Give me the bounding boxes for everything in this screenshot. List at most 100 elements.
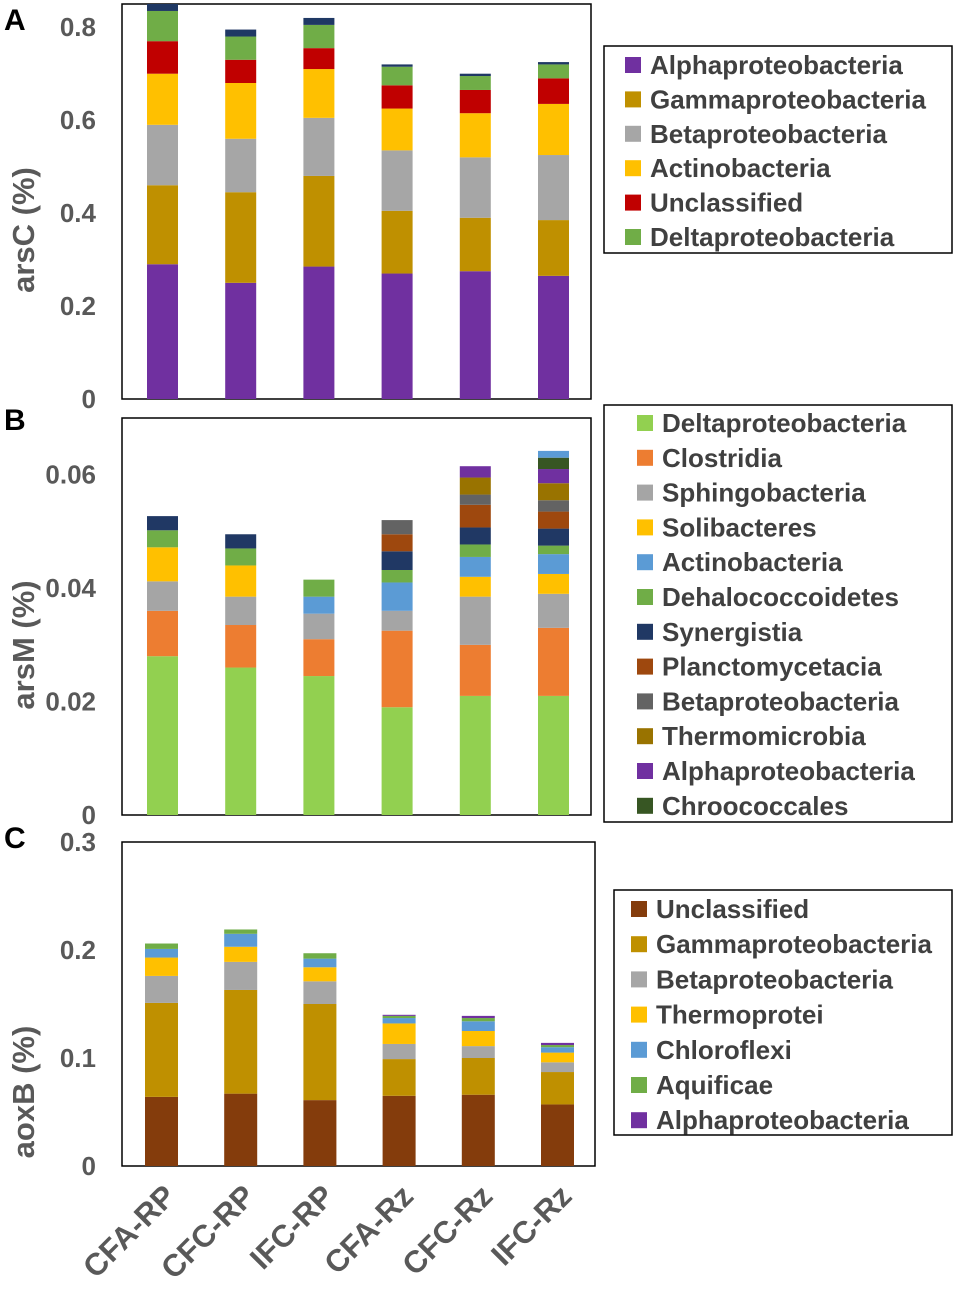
bar-segment-cfc-rp-deltaproteobacteria bbox=[225, 667, 257, 815]
legend-label-thermoprotei: Thermoprotei bbox=[656, 1000, 824, 1030]
legend-label-deltaproteobacteria: Deltaproteobacteria bbox=[662, 408, 907, 438]
legend-label-solibacteres: Solibacteres bbox=[662, 512, 817, 542]
bar-segment-ifc-rz-clostridia bbox=[538, 627, 569, 696]
legend-swatch-thermomicrobia bbox=[637, 728, 653, 745]
panel-a-arsC: A arsC (%) 0 0.2 0.4 0.6 0.8 Alphaproteobact… bbox=[4, 3, 953, 414]
bar-segment-ifc-rp-chloroflexi bbox=[303, 958, 337, 968]
bar-segment-cfc-rp-synergistia bbox=[225, 534, 257, 549]
bar-segment-ifc-rp-sphingobacteria bbox=[303, 613, 335, 640]
bar-segment-cfc-rz-clostridia bbox=[459, 644, 491, 696]
bar-segment-ifc-rz-deltaproteobacteria bbox=[538, 695, 569, 815]
bar-segment-cfc-rp-deltaproteobacteria bbox=[225, 36, 257, 60]
bar-segment-cfc-rz-actinobacteria bbox=[459, 556, 491, 577]
bar-segment-cfc-rp-actinobacteria bbox=[225, 83, 257, 139]
legend-label-actinobacteria: Actinobacteria bbox=[662, 547, 843, 577]
bar-segment-ifc-rp-aquificae bbox=[303, 953, 337, 959]
bar-segment-ifc-rp-unclassified bbox=[303, 1100, 337, 1166]
bar-segment-cfc-rz-thermomicrobia bbox=[459, 477, 491, 495]
bar-segment-ifc-rz-alphaproteobacteria bbox=[538, 275, 569, 399]
bar-segment-ifc-rz-chloroflexi bbox=[541, 1047, 574, 1053]
plot-frame-c bbox=[121, 841, 596, 1167]
bar-segment-cfa-rz-betaproteobacteria bbox=[381, 150, 413, 211]
bar-segment-cfc-rp-solibacteres bbox=[225, 565, 257, 597]
bar-segment-cfc-rp-sphingobacteria bbox=[225, 596, 257, 626]
legend-b: Deltaproteobacteria Clostridia Sphingobact… bbox=[603, 404, 953, 823]
bars-c bbox=[145, 929, 574, 1166]
bar-segment-cfa-rp-sphingobacteria bbox=[147, 581, 178, 611]
bar-segment-ifc-rz-actinobacteria bbox=[538, 554, 569, 574]
legend-swatch-betaproteobacteria bbox=[637, 693, 653, 710]
y-tick-label: 0.04 bbox=[45, 573, 96, 603]
bar-segment-cfa-rp-gammaproteobacteria bbox=[145, 1002, 178, 1097]
bar-segment-cfc-rp-chloroflexi bbox=[224, 933, 258, 947]
bar-segment-cfc-rp-gammaproteobacteria bbox=[224, 989, 258, 1094]
bar-segment-cfc-rz-chloroflexi bbox=[461, 1021, 495, 1031]
bar-segment-ifc-rz-planctomycetacia bbox=[538, 511, 569, 529]
bar-segment-ifc-rz-thermoprotei bbox=[541, 1052, 574, 1063]
bar-segment-cfc-rp-clostridia bbox=[225, 625, 257, 668]
bar-segment-ifc-rz-thermomicrobia bbox=[538, 483, 569, 501]
legend-label-unclassified: Unclassified bbox=[650, 188, 803, 218]
bar-segment-ifc-rz-gammaproteobacteria bbox=[541, 1072, 574, 1105]
bar-segment-cfc-rz-betaproteobacteria bbox=[459, 494, 491, 505]
y-tick-label: 0.2 bbox=[60, 291, 96, 321]
bar-segment-ifc-rz-gammaproteobacteria bbox=[538, 220, 569, 276]
bar-segment-cfa-rp-clostridia bbox=[147, 610, 178, 657]
bar-segment-ifc-rz-sphingobacteria bbox=[538, 593, 569, 628]
bar-segment-cfc-rp-unclassified bbox=[225, 59, 257, 83]
y-tick-label: 0 bbox=[82, 1151, 96, 1181]
bar-segment-cfa-rz-betaproteobacteria bbox=[382, 1043, 416, 1060]
bar-segment-cfa-rp-alphaproteobacteria bbox=[147, 264, 178, 399]
bar-segment-ifc-rp-unclassified bbox=[303, 48, 335, 70]
bars-b bbox=[147, 450, 569, 815]
legend-label-aquificae: Aquificae bbox=[656, 1070, 773, 1100]
bar-segment-cfa-rz-actinobacteria bbox=[381, 108, 413, 151]
legend-swatch-alphaproteobacteria bbox=[637, 763, 653, 779]
legend-swatch-betaproteobacteria bbox=[625, 125, 641, 142]
bar-segment-cfa-rz-aquificae bbox=[382, 1015, 416, 1019]
bar-segment-ifc-rp-thermoprotei bbox=[303, 967, 337, 982]
bar-segment-cfc-rz-alphaproteobacteria bbox=[459, 271, 491, 399]
panel-letter-b: B bbox=[4, 404, 26, 437]
bar-segment-cfa-rz-actinobacteria bbox=[381, 582, 413, 611]
bar-segment-cfc-rz-dehalococcoidetes bbox=[459, 544, 491, 557]
bar-segment-ifc-rz-solibacteres bbox=[538, 573, 569, 594]
bar-segment-cfa-rz-deltaproteobacteria bbox=[381, 66, 413, 86]
bar-segment-cfa-rp-other bbox=[147, 4, 178, 11]
legend-label-betaproteobacteria: Betaproteobacteria bbox=[656, 964, 893, 994]
bar-segment-ifc-rz-other bbox=[538, 450, 569, 458]
bar-segment-cfa-rz-other bbox=[381, 64, 413, 67]
legend-swatch-deltaproteobacteria bbox=[625, 229, 641, 245]
y-tick-label: 0.02 bbox=[45, 687, 96, 717]
y-tick-label: 0.4 bbox=[60, 198, 97, 228]
panel-letter-c: C bbox=[4, 822, 26, 855]
legend-swatch-solibacteres bbox=[637, 519, 653, 536]
bar-segment-ifc-rz-betaproteobacteria bbox=[538, 155, 569, 221]
legend-swatch-alphaproteobacteria bbox=[625, 57, 641, 73]
legend-label-synergistia: Synergistia bbox=[662, 617, 803, 647]
bar-segment-cfc-rp-aquificae bbox=[224, 929, 258, 934]
y-tick-label: 0.06 bbox=[45, 460, 96, 490]
bar-segment-ifc-rz-betaproteobacteria bbox=[538, 500, 569, 512]
bar-segment-cfc-rz-alphaproteobacteria bbox=[461, 1015, 495, 1019]
bar-segment-cfa-rz-sphingobacteria bbox=[381, 610, 413, 631]
bar-segment-cfa-rz-alphaproteobacteria bbox=[381, 273, 413, 399]
legend-swatch-aquificae bbox=[631, 1077, 647, 1093]
bar-segment-cfa-rz-dehalococcoidetes bbox=[381, 569, 413, 583]
legend-label-planctomycetacia: Planctomycetacia bbox=[662, 652, 882, 682]
legend-a: Alphaproteobacteria Gammaproteobacteria Be… bbox=[603, 45, 953, 254]
bar-segment-cfa-rz-deltaproteobacteria bbox=[381, 707, 413, 815]
bar-segment-cfc-rz-unclassified bbox=[459, 89, 491, 114]
bar-segment-cfa-rp-thermoprotei bbox=[145, 957, 178, 976]
y-ticks-c: 0 0.1 0.2 0.3 bbox=[60, 827, 96, 1181]
bar-segment-cfa-rz-thermoprotei bbox=[382, 1023, 416, 1044]
bar-segment-cfa-rz-planctomycetacia bbox=[381, 534, 413, 552]
bar-segment-ifc-rp-betaproteobacteria bbox=[303, 117, 335, 176]
legend-swatch-dehalococcoidetes bbox=[637, 589, 653, 605]
bar-segment-ifc-rz-aquificae bbox=[541, 1045, 574, 1048]
legend-swatch-thermoprotei bbox=[631, 1006, 647, 1023]
legend-swatch-unclassified bbox=[625, 194, 641, 211]
bar-segment-cfc-rz-planctomycetacia bbox=[459, 504, 491, 528]
y-tick-label: 0.6 bbox=[60, 105, 96, 135]
bar-segment-cfc-rz-betaproteobacteria bbox=[459, 157, 491, 218]
